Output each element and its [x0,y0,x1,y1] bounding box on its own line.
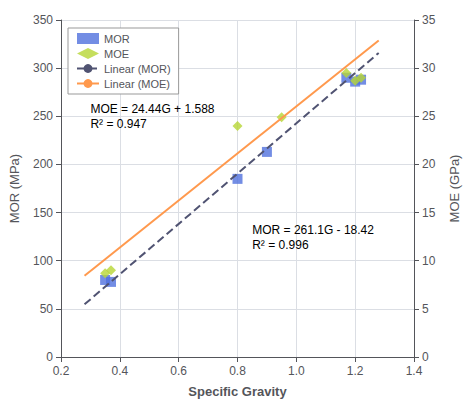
svg-text:25: 25 [422,109,436,123]
svg-text:15: 15 [422,206,436,220]
svg-text:0: 0 [46,350,53,364]
svg-text:MOE (GPa): MOE (GPa) [447,155,462,223]
svg-text:200: 200 [33,157,53,171]
svg-text:0.8: 0.8 [229,364,246,378]
svg-text:Specific Gravity: Specific Gravity [188,384,287,399]
svg-text:0.4: 0.4 [111,364,128,378]
svg-text:Linear (MOE): Linear (MOE) [104,78,170,90]
svg-text:0.6: 0.6 [170,364,187,378]
svg-text:50: 50 [40,302,54,316]
svg-text:0: 0 [422,350,429,364]
svg-text:MOE = 24.44G + 1.588: MOE = 24.44G + 1.588 [90,102,214,116]
svg-text:250: 250 [33,109,53,123]
svg-text:MOR (MPa): MOR (MPa) [7,154,22,223]
svg-text:300: 300 [33,61,53,75]
svg-text:20: 20 [422,157,436,171]
svg-text:0.2: 0.2 [53,364,70,378]
svg-text:R² = 0.947: R² = 0.947 [90,117,147,131]
svg-text:100: 100 [33,254,53,268]
svg-text:10: 10 [422,254,436,268]
svg-text:350: 350 [33,13,53,27]
svg-text:MOE: MOE [104,48,129,60]
svg-text:35: 35 [422,13,436,27]
svg-text:1.4: 1.4 [406,364,423,378]
svg-text:MOR: MOR [104,33,130,45]
svg-text:Linear (MOR): Linear (MOR) [104,63,171,75]
svg-text:1.2: 1.2 [347,364,364,378]
svg-text:5: 5 [422,302,429,316]
svg-text:MOR = 261.1G - 18.42: MOR = 261.1G - 18.42 [252,223,374,237]
svg-text:R² = 0.996: R² = 0.996 [252,238,309,252]
svg-text:150: 150 [33,206,53,220]
svg-text:1.0: 1.0 [288,364,305,378]
svg-text:30: 30 [422,61,436,75]
